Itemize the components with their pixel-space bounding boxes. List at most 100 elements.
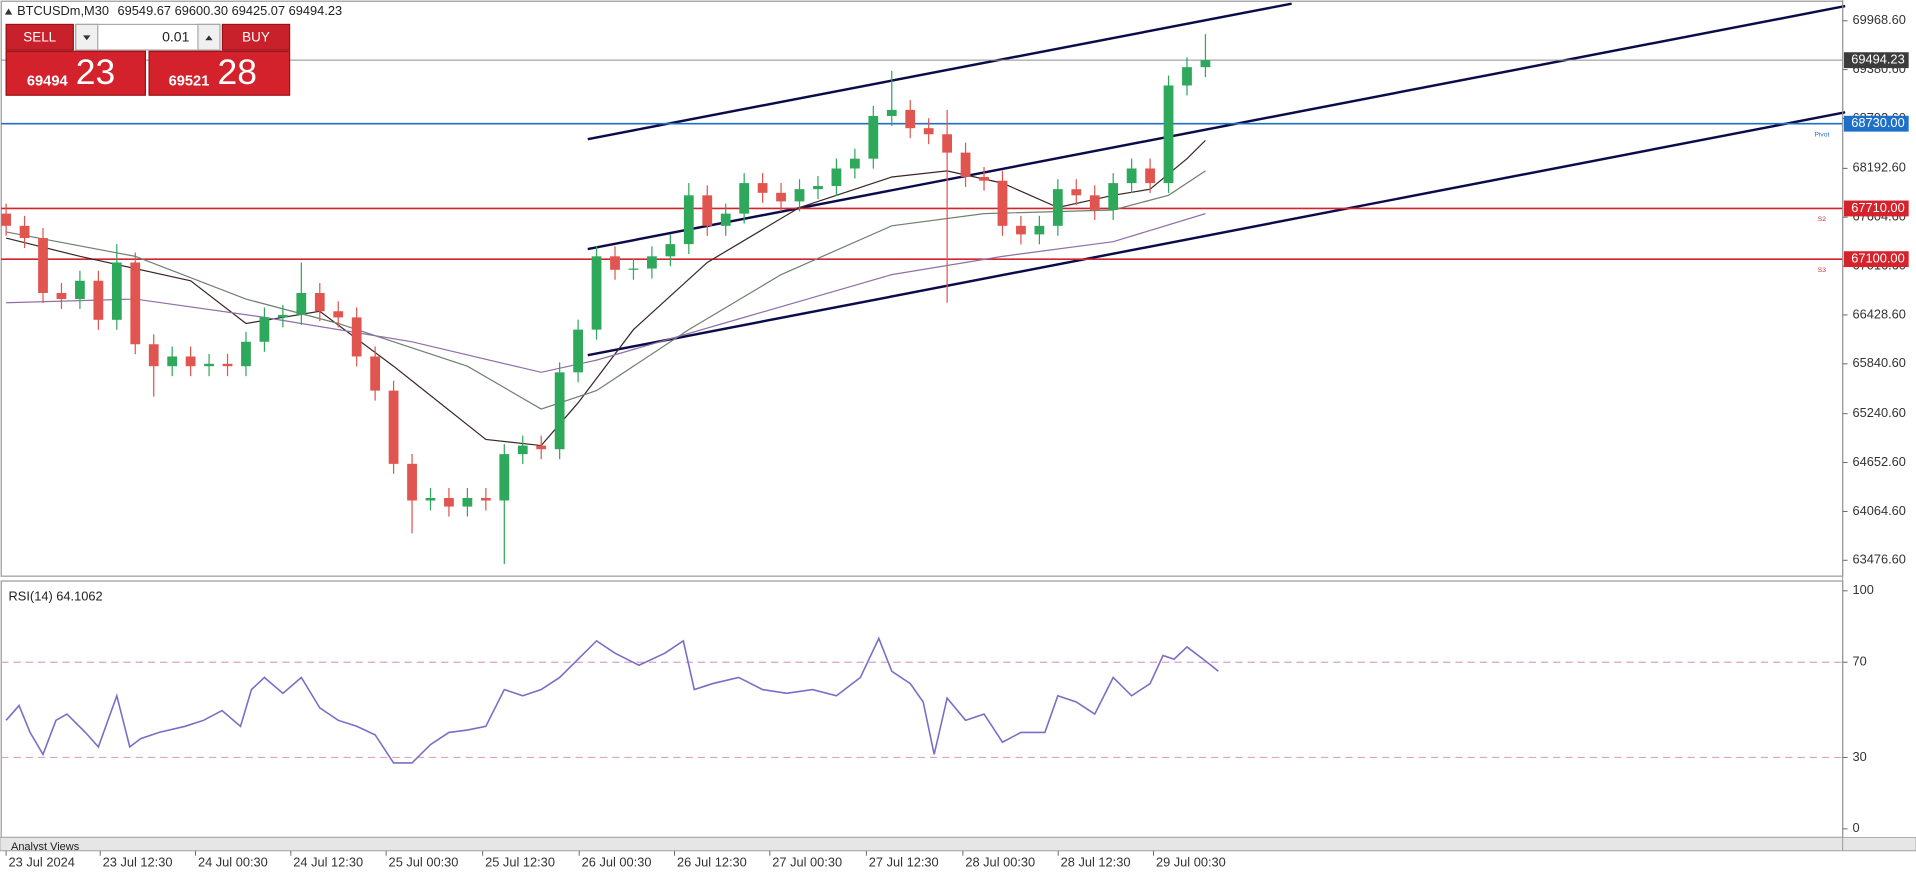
- candle-body: [665, 244, 676, 257]
- candle-body: [776, 192, 786, 202]
- lot-value: 0.01: [162, 29, 190, 45]
- x-tick-label: 24 Jul 12:30: [293, 854, 363, 869]
- x-tick-label: 25 Jul 00:30: [389, 854, 459, 869]
- candle-body: [38, 238, 48, 293]
- x-tick-label: 28 Jul 12:30: [1061, 854, 1131, 869]
- candle-body: [849, 158, 860, 169]
- x-tick-label: 27 Jul 00:30: [772, 854, 842, 869]
- moving-average: [5, 170, 1206, 410]
- candle-body: [370, 356, 381, 391]
- level-tag: S3: [1818, 267, 1826, 274]
- y-tick-label: 64064.60: [1852, 503, 1905, 518]
- rsi: 0 30 70 100: [1, 582, 1874, 835]
- candle-body: [1145, 168, 1155, 184]
- sell-label: SELL: [23, 29, 56, 44]
- candle-body: [960, 152, 971, 177]
- candle-body: [905, 109, 916, 129]
- y-tick-label: 30: [1852, 749, 1866, 764]
- candle-body: [813, 186, 823, 190]
- time-axis-background: [0, 850, 1916, 874]
- candle-body: [130, 262, 141, 345]
- rsi-title: RSI(14) 64.1062: [9, 588, 103, 603]
- y-tick-label: 66428.60: [1852, 306, 1905, 321]
- x-tick-label: 28 Jul 00:30: [965, 854, 1035, 869]
- candle-body: [1052, 189, 1063, 226]
- candle-body: [185, 356, 196, 367]
- bid-box[interactable]: [5, 50, 147, 96]
- candle-body: [517, 445, 528, 455]
- level-label-box: [1843, 115, 1909, 132]
- trendline[interactable]: [587, 111, 1846, 357]
- candle-body: [794, 189, 805, 202]
- level-tag: Pivot: [1814, 131, 1829, 138]
- collapse-icon[interactable]: [4, 8, 13, 15]
- candle-body: [148, 344, 159, 367]
- candle-body: [923, 128, 934, 135]
- level-label: 67100.00: [1851, 251, 1904, 266]
- x-tick-label: 29 Jul 00:30: [1156, 854, 1226, 869]
- candle-body: [1016, 225, 1026, 235]
- moving-averages: [5, 139, 1206, 447]
- y-tick-label: 65240.60: [1852, 405, 1905, 420]
- y-tick-label: 64652.60: [1852, 454, 1905, 469]
- y-tick-label: 70: [1852, 654, 1866, 669]
- candle-body: [1182, 67, 1192, 86]
- y-tick-label: 63476.60: [1852, 552, 1905, 567]
- x-tick-label: 23 Jul 2024: [9, 854, 75, 869]
- candle-body: [333, 311, 344, 318]
- candle-body: [93, 280, 104, 320]
- bid-main: 69494: [27, 74, 69, 90]
- ask-main: 69521: [169, 74, 210, 90]
- candle-body: [462, 498, 473, 507]
- level-label-box: [1843, 200, 1909, 217]
- candle-body: [75, 280, 85, 300]
- candles: [1, 34, 1211, 564]
- lot-input[interactable]: [75, 23, 221, 51]
- candle-body: [1034, 225, 1045, 235]
- buy-label: BUY: [242, 29, 270, 44]
- rsi-line: [5, 636, 1219, 764]
- candle-body: [1163, 85, 1174, 184]
- candle-body: [480, 498, 491, 501]
- x-tick-label: 26 Jul 12:30: [677, 854, 747, 869]
- candle-body: [997, 180, 1008, 226]
- y-tick-label: 69968.60: [1852, 12, 1905, 27]
- ask-box[interactable]: [148, 50, 291, 96]
- moving-average: [5, 139, 1206, 447]
- ask-pips: 28: [218, 52, 257, 92]
- levels: Pivot S2 S3: [1, 59, 1843, 274]
- candle-body: [831, 168, 842, 187]
- up-arrow: [205, 35, 213, 41]
- candle-body: [739, 183, 750, 214]
- candle-body: [647, 256, 657, 269]
- candle-body: [167, 356, 178, 367]
- x-tick-label: 27 Jul 12:30: [869, 854, 939, 869]
- candle-body: [757, 183, 768, 193]
- candle-body: [1126, 168, 1137, 184]
- sell-button[interactable]: [5, 23, 74, 51]
- chart-header: BTCUSDm,M30 69549.67 69600.30 69425.07 69…: [17, 4, 342, 19]
- x-tick-label: 24 Jul 00:30: [198, 854, 268, 869]
- trendline[interactable]: [587, 2, 1292, 141]
- candle-body: [573, 329, 583, 373]
- tab-label[interactable]: Analyst Views: [11, 841, 80, 853]
- candle-body: [1, 213, 11, 226]
- candle-body: [111, 262, 122, 320]
- candle-body: [554, 372, 565, 450]
- level-label-box: [1843, 251, 1909, 268]
- candle-body: [407, 463, 417, 501]
- candle-body: [259, 317, 270, 342]
- candle-body: [610, 256, 620, 270]
- level-label: 69494.23: [1851, 52, 1904, 67]
- candle-body: [222, 363, 233, 367]
- buy-button[interactable]: [221, 23, 291, 51]
- y-tick-label: 68192.60: [1852, 160, 1905, 175]
- candle-body: [1089, 195, 1100, 210]
- candle-body: [499, 454, 510, 501]
- quote: 69549.67 69600.30 69425.07 69494.23: [118, 4, 343, 19]
- candle-body: [1200, 60, 1211, 68]
- trade-panel: SELL 0.01 BUY 69494 23 69521 28: [5, 23, 291, 96]
- candle-body: [1071, 189, 1082, 196]
